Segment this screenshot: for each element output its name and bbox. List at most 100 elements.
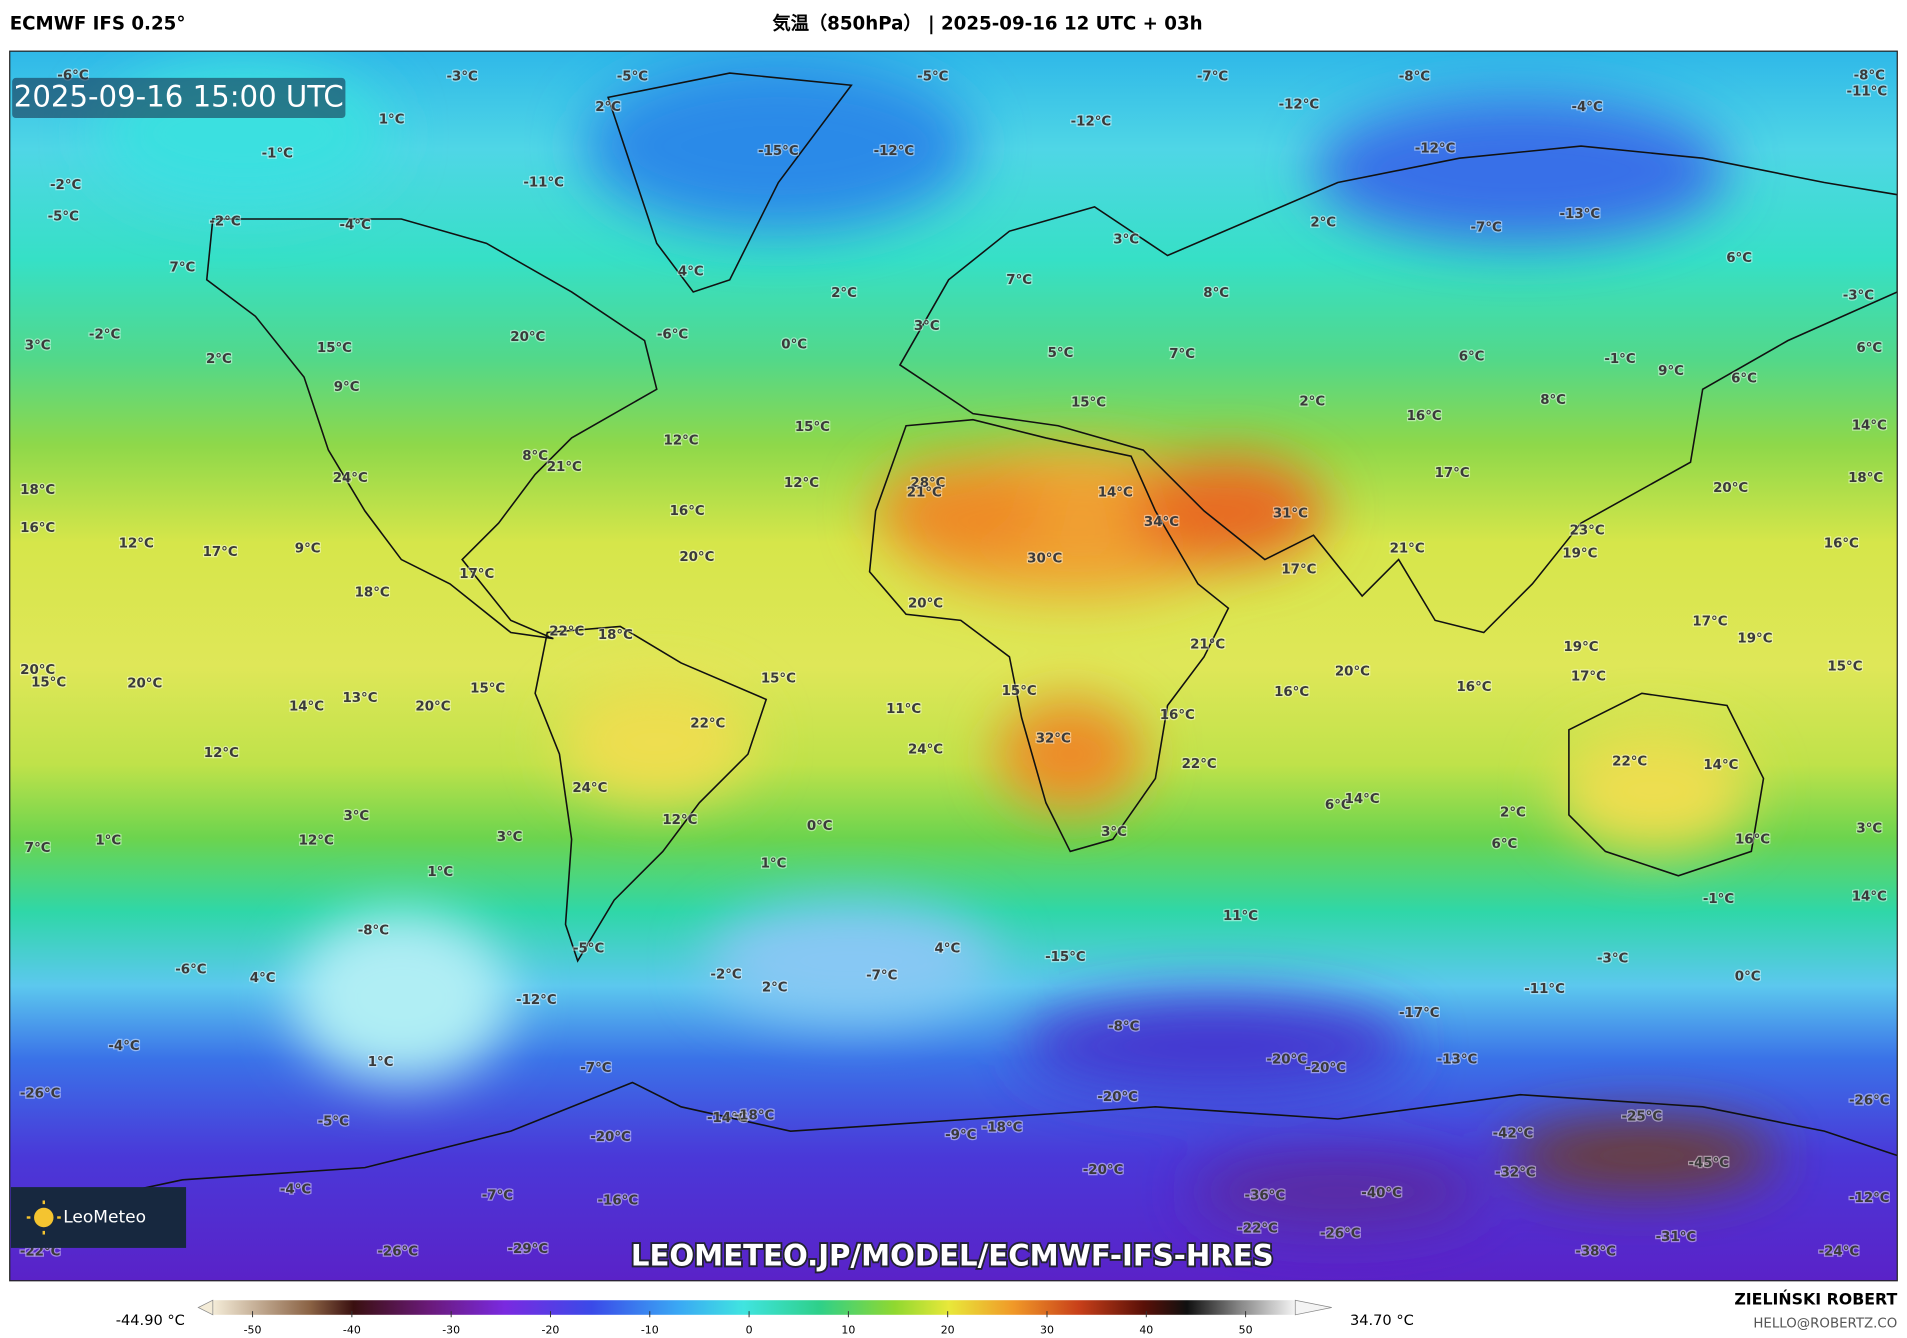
temperature-label: 24°C: [572, 781, 607, 796]
temperature-label: 4°C: [678, 264, 704, 279]
temperature-label: 12°C: [119, 537, 154, 552]
temperature-label: 28°C: [910, 476, 945, 491]
temperature-label: 6°C: [1726, 251, 1752, 266]
temperature-label: -2°C: [89, 328, 120, 343]
temperature-label: -7°C: [1471, 221, 1502, 236]
temperature-label: 15°C: [31, 675, 66, 690]
colorbar-min-arrow: [197, 1299, 214, 1316]
colorbar-tick-label: 40: [1139, 1324, 1153, 1337]
temperature-label: 22°C: [1612, 754, 1647, 769]
temperature-label: 7°C: [170, 261, 196, 276]
temperature-label: 4°C: [935, 942, 961, 957]
temperature-label: 12°C: [784, 476, 819, 491]
temperature-label: -9°C: [945, 1128, 976, 1143]
temperature-label: -36°C: [1245, 1189, 1286, 1204]
author: ZIELIŃSKI ROBERT: [1734, 1290, 1897, 1309]
temperature-label: 3°C: [1101, 825, 1127, 840]
temperature-label: -6°C: [657, 328, 688, 343]
temperature-label: 21°C: [1190, 638, 1225, 653]
temperature-label: -13°C: [1437, 1052, 1478, 1067]
colorbar-tick-label: -40: [343, 1324, 361, 1337]
temperature-label: 12°C: [664, 433, 699, 448]
temperature-label: -26°C: [1849, 1094, 1890, 1109]
temperature-label: 3°C: [1856, 821, 1882, 836]
colorbar-tick-label: -50: [244, 1324, 262, 1337]
temperature-label: 4°C: [250, 971, 276, 986]
temperature-label: -40°C: [1361, 1186, 1402, 1201]
colorbar-tick-label: 50: [1239, 1324, 1253, 1337]
colorbar-gradient: [212, 1300, 1296, 1315]
temperature-label: -22°C: [1237, 1221, 1278, 1236]
temperature-label: 20°C: [1713, 481, 1748, 496]
map: -6°C -3°C -5°C -5°C -7°C -8°C -8°C-11°C2°C1°C -…: [9, 51, 1898, 1281]
temperature-label: 0°C: [807, 819, 833, 834]
temperature-label: 15°C: [1827, 660, 1862, 675]
temperature-label: 20°C: [1335, 664, 1370, 679]
temperature-label: 16°C: [1407, 409, 1442, 424]
temperature-label: 1°C: [379, 112, 405, 127]
temperature-label: -4°C: [280, 1183, 311, 1198]
temperature-label: -1°C: [1703, 892, 1734, 907]
temperature-label: 19°C: [1564, 640, 1599, 655]
temperature-label: 18°C: [598, 628, 633, 643]
temperature-label: 18°C: [20, 483, 55, 498]
temperature-label: 17°C: [1435, 466, 1470, 481]
temperature-label: 9°C: [295, 542, 321, 557]
temperature-label: -4°C: [339, 218, 370, 233]
temperature-label: 2°C: [206, 352, 232, 367]
temperature-label: 12°C: [662, 813, 697, 828]
temperature-label: 6°C: [1856, 341, 1882, 356]
colorbar-tick-label: -30: [442, 1324, 460, 1337]
temperature-label: -8°C: [1108, 1020, 1139, 1035]
temperature-label: 16°C: [670, 504, 705, 519]
temperature-label: 15°C: [1071, 396, 1106, 411]
temperature-label: -20°C: [1266, 1052, 1307, 1067]
temperature-label: -5°C: [617, 70, 648, 85]
temperature-label: 18°C: [1848, 471, 1883, 486]
temperature-label: 20°C: [20, 663, 55, 678]
temperature-label: 16°C: [1824, 537, 1859, 552]
temperature-label: 8°C: [1203, 286, 1229, 301]
temperature-label: -20°C: [1097, 1090, 1138, 1105]
temperature-label: 2°C: [595, 100, 621, 115]
temperature-label: -7°C: [866, 968, 897, 983]
temperature-label: 9°C: [1658, 364, 1684, 379]
temperature-label: -11°C: [523, 176, 564, 191]
temperature-label: 3°C: [25, 338, 51, 353]
temperature-label: -42°C: [1493, 1127, 1534, 1142]
temperature-label: 22°C: [690, 717, 725, 732]
colorbar-max: 34.70 °C: [1350, 1312, 1414, 1329]
temperature-label: 20°C: [679, 550, 714, 565]
temperature-label: 31°C: [1273, 506, 1308, 521]
temperature-label: 22°C: [1182, 757, 1217, 772]
temperature-label: -15°C: [1045, 950, 1086, 965]
temperature-label: 34°C: [1144, 515, 1179, 530]
temperature-label: -12°C: [1849, 1191, 1890, 1206]
temperature-label: 20°C: [908, 596, 943, 611]
temperature-label: -11°C: [1847, 84, 1888, 99]
temperature-label: -12°C: [1415, 141, 1456, 156]
temperature-label: 17°C: [203, 545, 238, 560]
temperature-label: 16°C: [1735, 832, 1770, 847]
temperature-label: 15°C: [761, 672, 796, 687]
colorbar-tick-label: 20: [941, 1324, 955, 1337]
temperature-label: -18°C: [982, 1121, 1023, 1136]
temperature-label: 9°C: [334, 380, 360, 395]
temperature-label: -5°C: [573, 942, 604, 957]
colorbar-tick-label: 10: [841, 1324, 855, 1337]
temperature-label: 18°C: [355, 585, 390, 600]
temperature-label: 21°C: [547, 460, 582, 475]
temperature-label: 14°C: [289, 700, 324, 715]
map-title: 気温（850hPa） | 2025-09-16 12 UTC + 03h: [772, 12, 1202, 34]
temperature-label: 15°C: [317, 341, 352, 356]
temperature-label: 14°C: [1703, 758, 1738, 773]
temperature-label: -20°C: [590, 1130, 631, 1145]
temperature-label: -7°C: [482, 1189, 513, 1204]
temperature-label: -25°C: [1622, 1110, 1663, 1125]
temperature-label: -12°C: [1071, 115, 1112, 130]
temperature-label: 5°C: [1048, 346, 1074, 361]
colorbar-tick-label: 30: [1040, 1324, 1054, 1337]
temperature-label: 24°C: [908, 742, 943, 757]
watermark: LEOMETEO.JP/MODEL/ECMWF-IFS-HRES: [631, 1239, 1274, 1273]
